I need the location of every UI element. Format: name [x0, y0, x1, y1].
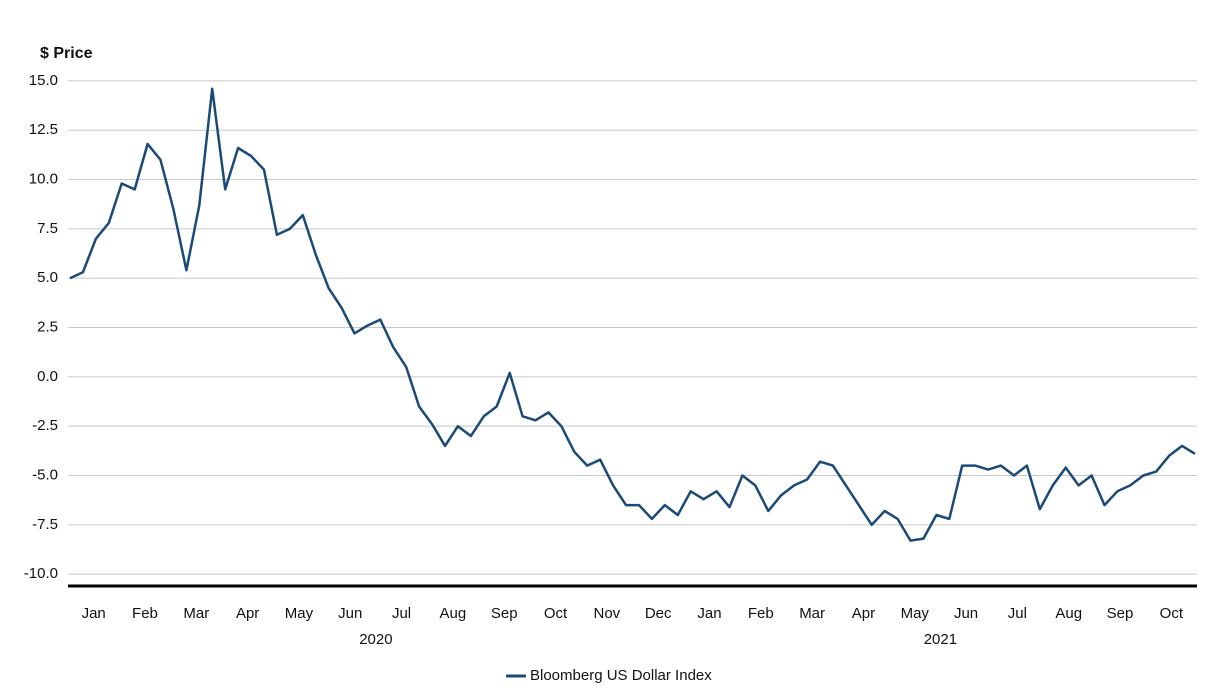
- y-tick-label: 5.0: [37, 269, 58, 286]
- x-tick-label: Jan: [82, 605, 106, 622]
- y-tick-label: -2.5: [32, 417, 58, 434]
- x-tick-label: Nov: [593, 605, 620, 622]
- x-tick-label: Mar: [183, 605, 209, 622]
- y-tick-label: 0.0: [37, 368, 58, 385]
- x-tick-label: Jun: [338, 605, 362, 622]
- x-tick-label: Aug: [440, 605, 467, 622]
- x-tick-label: Mar: [799, 605, 825, 622]
- y-tick-label: 10.0: [29, 171, 58, 188]
- y-tick-label: 7.5: [37, 220, 58, 237]
- x-tick-label: Dec: [645, 605, 672, 622]
- y-tick-label: -5.0: [32, 466, 58, 483]
- y-tick-label: 12.5: [29, 121, 58, 138]
- x-group-label: 2021: [924, 631, 957, 648]
- x-tick-label: Aug: [1055, 605, 1082, 622]
- y-tick-label: -7.5: [32, 516, 58, 533]
- x-tick-label: Oct: [544, 605, 568, 622]
- legend-label: Bloomberg US Dollar Index: [530, 667, 712, 684]
- y-tick-label: 2.5: [37, 318, 58, 335]
- x-tick-label: Apr: [236, 605, 259, 622]
- x-tick-label: Sep: [1107, 605, 1134, 622]
- x-tick-label: May: [901, 605, 930, 622]
- x-tick-label: Oct: [1160, 605, 1184, 622]
- x-tick-label: Jun: [954, 605, 978, 622]
- x-tick-label: Apr: [852, 605, 875, 622]
- x-tick-label: Jul: [392, 605, 411, 622]
- x-tick-label: May: [285, 605, 314, 622]
- y-tick-label: -10.0: [24, 565, 58, 582]
- y-axis-label: $ Price: [40, 45, 93, 62]
- x-tick-label: Feb: [132, 605, 158, 622]
- line-series: [69, 87, 1196, 542]
- x-group-label: 2020: [359, 631, 392, 648]
- x-tick-label: Sep: [491, 605, 518, 622]
- x-tick-label: Jan: [697, 605, 721, 622]
- y-tick-label: 15.0: [29, 72, 58, 89]
- x-tick-label: Feb: [748, 605, 774, 622]
- x-tick-label: Jul: [1008, 605, 1027, 622]
